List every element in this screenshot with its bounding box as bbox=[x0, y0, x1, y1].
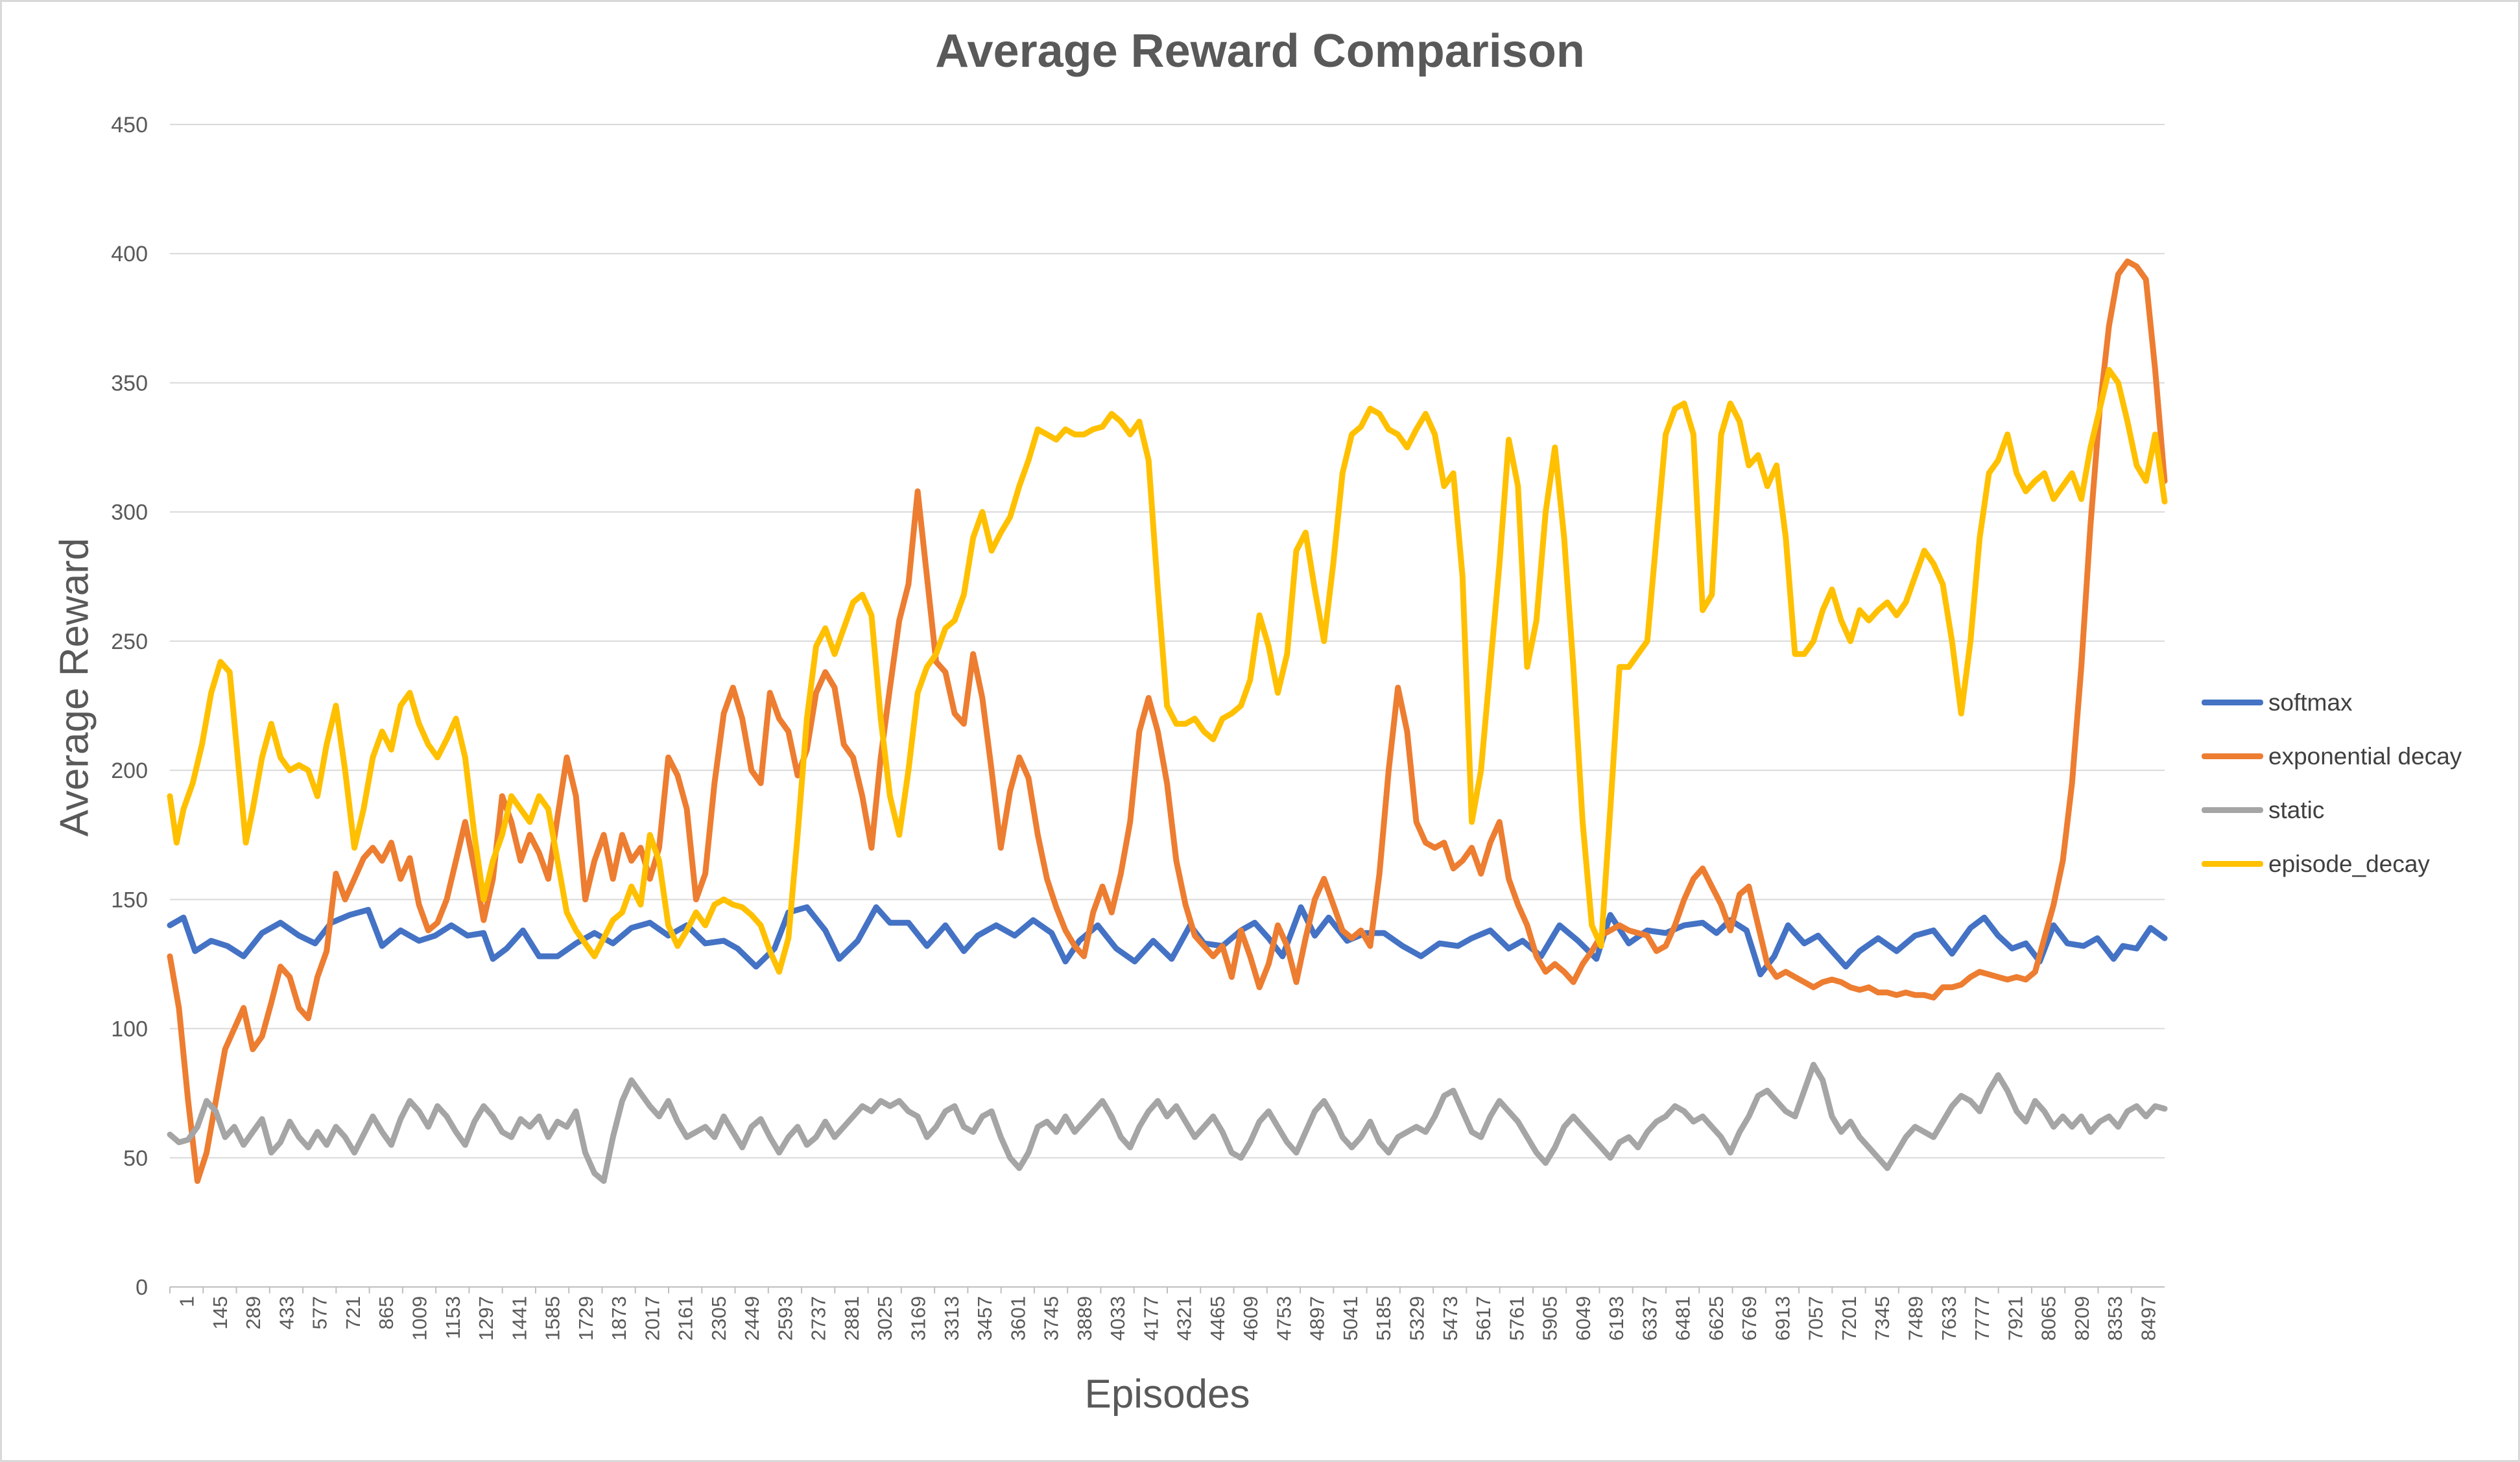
y-tick-label: 350 bbox=[111, 371, 148, 395]
x-tick-label: 865 bbox=[375, 1296, 398, 1330]
x-tick-label: 5041 bbox=[1339, 1296, 1362, 1341]
x-tick-label: 2881 bbox=[840, 1296, 863, 1341]
x-tick-label: 577 bbox=[309, 1296, 331, 1330]
x-tick-label: 5761 bbox=[1505, 1296, 1528, 1341]
x-tick-label: 7489 bbox=[1905, 1296, 1927, 1341]
x-tick-label: 5905 bbox=[1539, 1296, 1562, 1341]
legend-label: episode_decay bbox=[2268, 850, 2430, 877]
x-tick-label: 8209 bbox=[2071, 1296, 2093, 1341]
y-tick-label: 100 bbox=[111, 1017, 148, 1042]
x-tick-label: 7921 bbox=[2004, 1296, 2027, 1341]
x-tick-label: 2161 bbox=[674, 1296, 697, 1341]
x-tick-label: 8353 bbox=[2104, 1296, 2126, 1341]
y-tick-label: 200 bbox=[111, 759, 148, 783]
x-tick-label: 7057 bbox=[1805, 1296, 1827, 1341]
x-tick-label: 5185 bbox=[1372, 1296, 1395, 1341]
x-tick-label: 8497 bbox=[2137, 1296, 2159, 1341]
x-tick-label: 1585 bbox=[541, 1296, 564, 1341]
x-tick-label: 5329 bbox=[1406, 1296, 1429, 1341]
x-tick-label: 5473 bbox=[1439, 1296, 1462, 1341]
x-tick-label: 1153 bbox=[442, 1296, 464, 1339]
x-tick-label: 433 bbox=[275, 1296, 298, 1330]
y-tick-label: 0 bbox=[136, 1275, 148, 1300]
series-line-exponential-decay bbox=[167, 258, 2168, 1185]
series-lines bbox=[167, 258, 2168, 1185]
x-tick-label: 2017 bbox=[641, 1296, 663, 1341]
x-tick-label: 6913 bbox=[1771, 1296, 1794, 1341]
x-tick-label: 7633 bbox=[1938, 1296, 1960, 1341]
legend-swatch bbox=[2202, 700, 2263, 705]
x-tick-label: 3169 bbox=[907, 1296, 930, 1341]
series-line-static bbox=[167, 1061, 2168, 1185]
x-tick-label: 6337 bbox=[1638, 1296, 1661, 1341]
x-tick-label: 3601 bbox=[1006, 1296, 1029, 1341]
legend-item: softmax bbox=[2202, 676, 2462, 729]
x-tick-label: 6625 bbox=[1705, 1296, 1728, 1341]
x-tick-label: 2449 bbox=[741, 1296, 763, 1341]
x-tick-label: 4609 bbox=[1239, 1296, 1262, 1341]
x-tick-label: 4753 bbox=[1272, 1296, 1295, 1341]
x-tick-label: 4897 bbox=[1306, 1296, 1329, 1341]
x-tick-label: 1441 bbox=[508, 1296, 530, 1341]
x-tick-label: 4033 bbox=[1106, 1296, 1129, 1341]
x-axis-title: Episodes bbox=[1084, 1372, 1250, 1417]
legend-item: static bbox=[2202, 783, 2462, 837]
x-tick-label: 721 bbox=[342, 1296, 364, 1330]
x-tick-label: 4465 bbox=[1206, 1296, 1229, 1341]
x-tick-label: 7777 bbox=[1971, 1296, 1993, 1341]
x-tick-label: 2593 bbox=[774, 1296, 796, 1341]
y-tick-label: 300 bbox=[111, 501, 148, 525]
y-tick-label: 450 bbox=[111, 113, 148, 137]
x-tick-label: 4177 bbox=[1139, 1296, 1162, 1341]
x-tick-label: 1873 bbox=[608, 1296, 630, 1341]
x-tick-label: 3745 bbox=[1040, 1296, 1063, 1341]
legend-label: exponential decay bbox=[2268, 742, 2462, 770]
legend-label: static bbox=[2268, 796, 2325, 823]
x-tick-label: 1 bbox=[176, 1296, 198, 1307]
legend-item: episode_decay bbox=[2202, 837, 2462, 891]
y-tick-label: 50 bbox=[123, 1146, 148, 1171]
series-line-softmax bbox=[167, 904, 2168, 978]
x-tick-label: 2305 bbox=[707, 1296, 730, 1341]
x-tick-label: 1009 bbox=[409, 1296, 431, 1341]
x-tick-label: 6193 bbox=[1605, 1296, 1628, 1341]
x-tick-label: 1297 bbox=[475, 1296, 497, 1341]
legend-swatch bbox=[2202, 861, 2263, 867]
legend-swatch bbox=[2202, 753, 2263, 759]
y-tick-label: 150 bbox=[111, 888, 148, 912]
legend: softmax exponential decay static episode_de… bbox=[2202, 676, 2462, 891]
x-tick-label: 3889 bbox=[1073, 1296, 1096, 1341]
x-tick-label: 2737 bbox=[807, 1296, 830, 1341]
y-tick-label: 400 bbox=[111, 242, 148, 266]
legend-swatch bbox=[2202, 807, 2263, 813]
x-tick-label: 3457 bbox=[973, 1296, 996, 1341]
x-axis: 1 145 289 433 577 721 865 1009 1153 1297 1441 1585 1… bbox=[169, 1287, 2159, 1341]
x-tick-label: 7201 bbox=[1838, 1296, 1860, 1341]
legend-item: exponential decay bbox=[2202, 729, 2462, 783]
x-tick-label: 5617 bbox=[1472, 1296, 1495, 1341]
x-tick-label: 289 bbox=[242, 1296, 265, 1330]
x-tick-label: 3313 bbox=[940, 1296, 963, 1341]
x-tick-label: 8065 bbox=[2038, 1296, 2060, 1341]
y-axis-title: Average Reward bbox=[52, 537, 97, 837]
x-tick-label: 6049 bbox=[1572, 1296, 1595, 1341]
x-tick-label: 3025 bbox=[874, 1296, 896, 1341]
x-tick-label: 145 bbox=[209, 1296, 232, 1330]
legend-label: softmax bbox=[2268, 689, 2353, 716]
chart-title: Average Reward Comparison bbox=[935, 25, 1585, 77]
x-tick-label: 6769 bbox=[1738, 1296, 1761, 1341]
x-tick-label: 4321 bbox=[1173, 1296, 1196, 1341]
x-tick-label: 1729 bbox=[575, 1296, 597, 1341]
x-tick-label: 6481 bbox=[1672, 1296, 1694, 1341]
y-tick-label: 250 bbox=[111, 630, 148, 654]
x-tick-label: 7345 bbox=[1871, 1296, 1894, 1341]
gridlines bbox=[170, 124, 2165, 1288]
series-line-episode-decay bbox=[167, 367, 2168, 975]
y-axis: 0 50 100 150 200 250 300 350 400 450 bbox=[111, 113, 148, 1300]
